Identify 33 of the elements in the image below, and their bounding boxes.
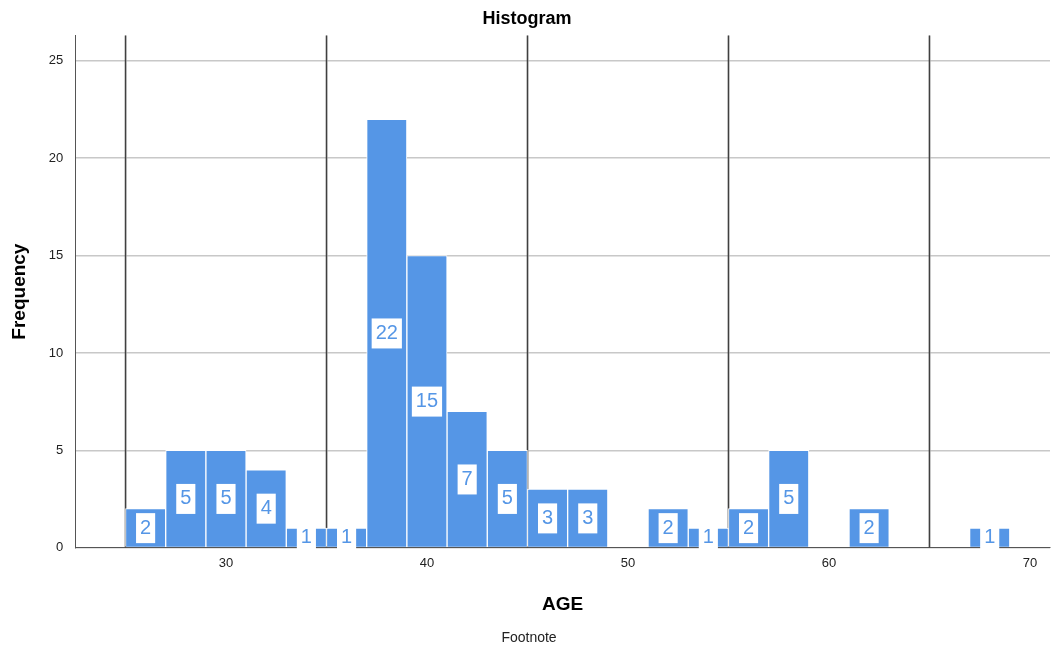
data-label: 15 (415, 389, 439, 412)
data-label: 2 (742, 515, 755, 538)
x-tick-label: 30 (218, 554, 234, 570)
data-label: 5 (220, 486, 232, 509)
data-label: 3 (582, 505, 594, 528)
y-tick-label: 5 (56, 441, 64, 457)
data-label: 5 (501, 486, 513, 509)
data-label: 1 (300, 525, 312, 548)
x-tick-label: 60 (821, 554, 837, 570)
data-label: 2 (863, 515, 875, 538)
y-tick-label: 15 (48, 247, 64, 263)
data-label: 5 (783, 486, 795, 509)
data-label: 1 (702, 525, 714, 548)
x-tick-label: 50 (620, 554, 636, 570)
data-label: 1 (984, 525, 996, 548)
data-label: 2 (140, 515, 152, 538)
data-label: 1 (341, 525, 353, 548)
y-tick-label: 0 (56, 539, 64, 555)
data-label: 3 (541, 505, 554, 528)
y-axis-title: Frequency (7, 243, 29, 340)
data-label: 22 (375, 320, 398, 343)
data-label: 5 (180, 486, 192, 509)
y-tick-label: 20 (48, 149, 64, 165)
chart-title: Histogram (482, 7, 572, 28)
y-tick-label: 25 (48, 52, 64, 68)
x-tick-label: 40 (419, 554, 435, 570)
data-label: 7 (461, 466, 473, 489)
y-tick-label: 10 (48, 344, 64, 360)
data-label: 2 (662, 515, 674, 538)
data-label: 4 (260, 496, 272, 519)
text: Footnote (501, 629, 557, 645)
x-axis-title: AGE (542, 592, 584, 614)
x-tick-label: 70 (1022, 554, 1038, 570)
